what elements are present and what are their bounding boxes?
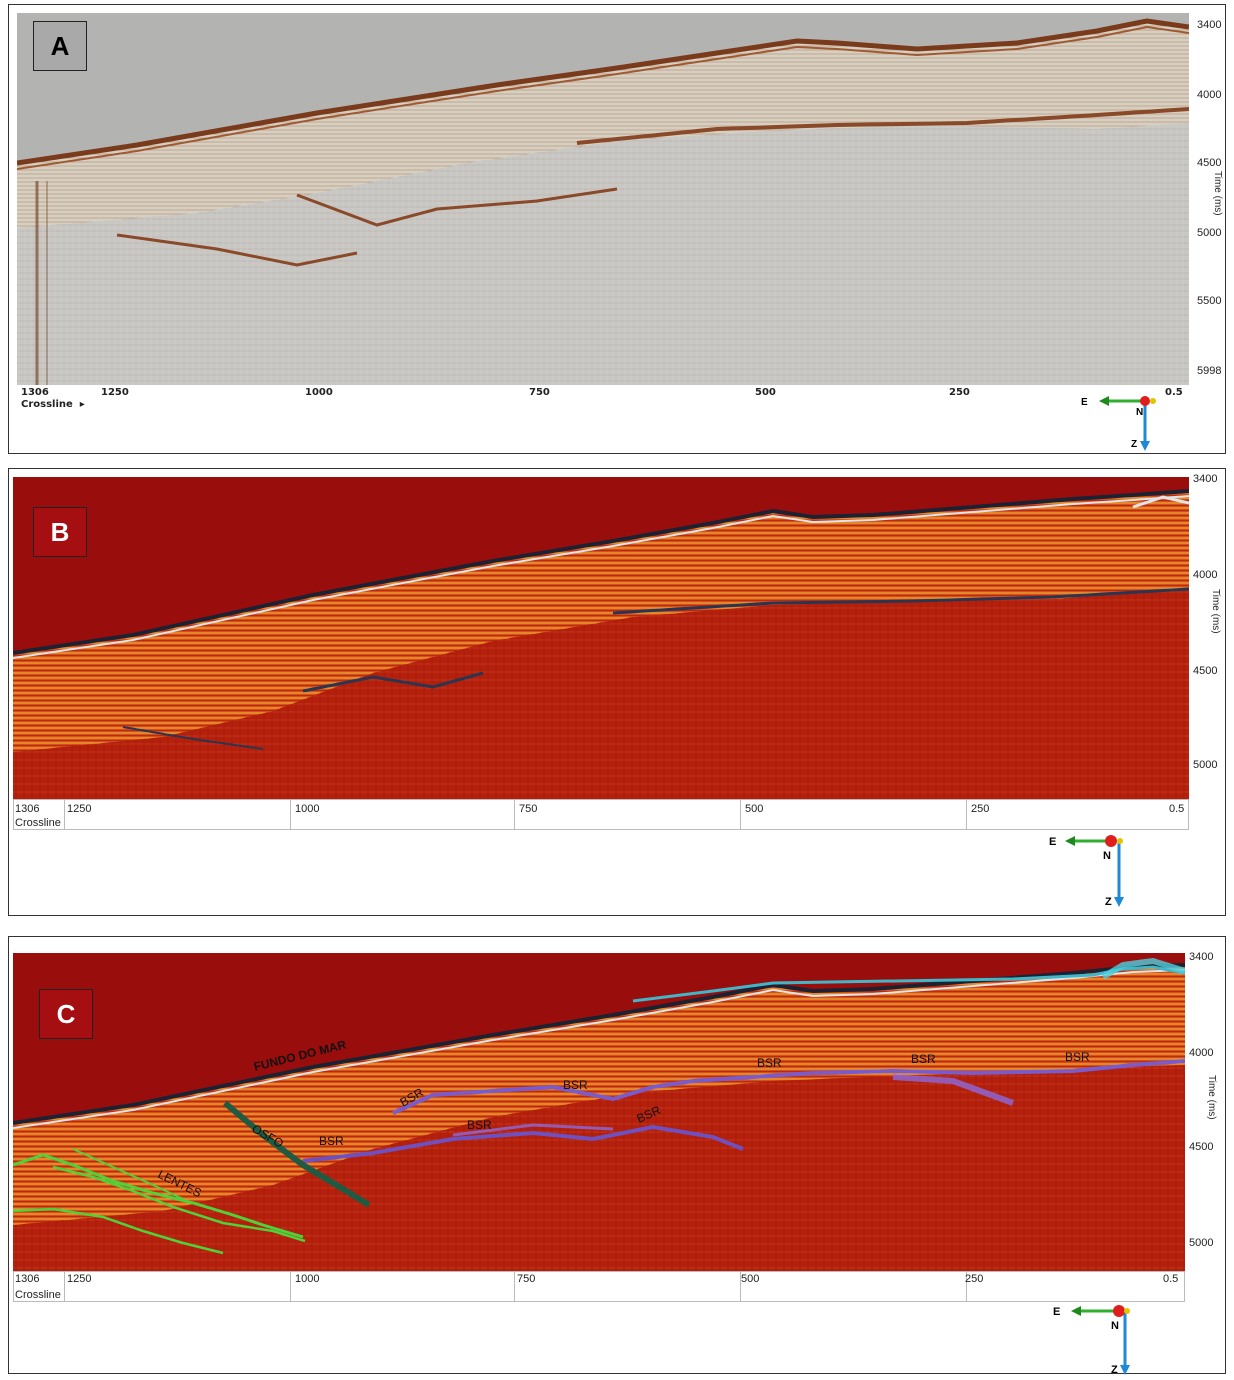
- panel-c: FUNDO DO MAR LENTES OSFO BSR BSR BSR BSR…: [8, 936, 1226, 1376]
- crossline-label-b: Crossline: [15, 817, 61, 829]
- crossline-tick-a-3: 750: [529, 387, 550, 398]
- compass-e-label-b: E: [1049, 836, 1056, 848]
- time-tick-a-0: 3400: [1197, 19, 1222, 31]
- seismic-image-c: FUNDO DO MAR LENTES OSFO BSR BSR BSR BSR…: [13, 953, 1185, 1271]
- time-tick-b-0: 3400: [1193, 473, 1218, 485]
- crossline-tick-c-1: 1250: [67, 1273, 92, 1285]
- time-tick-a-1: 4000: [1197, 89, 1222, 101]
- crossline-tick-b-6: 0.5: [1169, 803, 1185, 815]
- compass-n-label-a: N: [1136, 407, 1143, 418]
- bsr-annotation-4: BSR: [563, 1078, 588, 1092]
- time-tick-c-1: 4000: [1189, 1047, 1214, 1059]
- time-tick-a-4: 5500: [1197, 295, 1222, 307]
- seismic-image-a: [17, 13, 1189, 385]
- crossline-tick-c-4: 500: [741, 1273, 760, 1285]
- crossline-tick-c-6: 0.5: [1163, 1273, 1179, 1285]
- bsr-annotation-6: BSR: [757, 1056, 782, 1070]
- crossline-label-c: Crossline: [15, 1289, 61, 1301]
- seismic-section-a: [17, 13, 1189, 385]
- north-axis-icon: [1113, 1305, 1125, 1317]
- time-tick-b-1: 4000: [1193, 569, 1218, 581]
- crossline-tick-b-3: 750: [519, 803, 538, 815]
- seismic-section-b: [13, 477, 1189, 799]
- crossline-tick-a-6: 0.5: [1165, 387, 1183, 398]
- compass-e-label-a: E: [1081, 397, 1088, 408]
- compass-e-label-c: E: [1053, 1306, 1060, 1318]
- crossline-tick-b-0: 1306: [15, 803, 40, 815]
- time-tick-a-3: 5000: [1197, 227, 1222, 239]
- orientation-compass-a: E N Z: [1079, 387, 1159, 457]
- crossline-axis-b: [13, 799, 1189, 830]
- compass-z-label-c: Z: [1111, 1364, 1118, 1376]
- north-axis-icon: [1105, 835, 1117, 847]
- compass-z-label-a: Z: [1131, 439, 1137, 450]
- panel-a: A 3400 4000 4500 5000 5500 5998 Time (ms…: [8, 4, 1226, 454]
- crossline-tick-a-4: 500: [755, 387, 776, 398]
- north-axis-icon: [1140, 396, 1150, 406]
- crossline-label-a: Crossline ▸: [21, 399, 85, 410]
- compass-z-label-b: Z: [1105, 896, 1112, 908]
- crossline-tick-c-2: 1000: [295, 1273, 320, 1285]
- time-tick-c-2: 4500: [1189, 1141, 1214, 1153]
- crossline-tick-a-2: 1000: [305, 387, 333, 398]
- crossline-arrow-icon-a: ▸: [76, 399, 85, 410]
- crossline-label-text-a: Crossline: [21, 399, 73, 410]
- time-tick-c-0: 3400: [1189, 951, 1214, 963]
- time-axis-title-b: Time (ms): [1210, 589, 1221, 634]
- crossline-axis-c: [13, 1271, 1185, 1302]
- compass-n-label-c: N: [1111, 1320, 1119, 1332]
- bsr-annotation-7: BSR: [911, 1052, 936, 1066]
- crossline-tick-a-5: 250: [949, 387, 970, 398]
- panel-badge-c: C: [39, 989, 93, 1039]
- crossline-tick-a-1: 1250: [101, 387, 129, 398]
- bsr-annotation-8: BSR: [1065, 1050, 1090, 1064]
- crossline-tick-b-1: 1250: [67, 803, 92, 815]
- crossline-tick-c-0: 1306: [15, 1273, 40, 1285]
- time-tick-c-3: 5000: [1189, 1237, 1214, 1249]
- panel-b: B 3400 4000 4500 5000 Time (ms) 1306 125…: [8, 468, 1226, 916]
- crossline-tick-c-5: 250: [965, 1273, 984, 1285]
- orientation-compass-c: E N Z: [1049, 1299, 1130, 1376]
- crossline-tick-a-0: 1306: [21, 387, 49, 398]
- crossline-tick-b-4: 500: [745, 803, 764, 815]
- crossline-tick-c-3: 750: [517, 1273, 536, 1285]
- seismic-image-b: [13, 477, 1189, 799]
- time-tick-b-3: 5000: [1193, 759, 1218, 771]
- bsr-annotation-3: BSR: [467, 1118, 492, 1132]
- time-axis-title-a: Time (ms): [1212, 171, 1223, 216]
- seismic-section-c: FUNDO DO MAR LENTES OSFO BSR BSR BSR BSR…: [13, 953, 1185, 1271]
- orientation-compass-b: E N Z: [1045, 829, 1125, 908]
- panel-badge-a: A: [33, 21, 87, 71]
- crossline-tick-b-5: 250: [971, 803, 990, 815]
- time-tick-a-2: 4500: [1197, 157, 1222, 169]
- time-tick-b-2: 4500: [1193, 665, 1218, 677]
- bsr-annotation-1: BSR: [319, 1134, 344, 1148]
- crossline-tick-b-2: 1000: [295, 803, 320, 815]
- time-axis-title-c: Time (ms): [1206, 1075, 1217, 1120]
- compass-n-label-b: N: [1103, 850, 1111, 862]
- time-tick-a-5: 5998: [1197, 365, 1222, 377]
- panel-badge-b: B: [33, 507, 87, 557]
